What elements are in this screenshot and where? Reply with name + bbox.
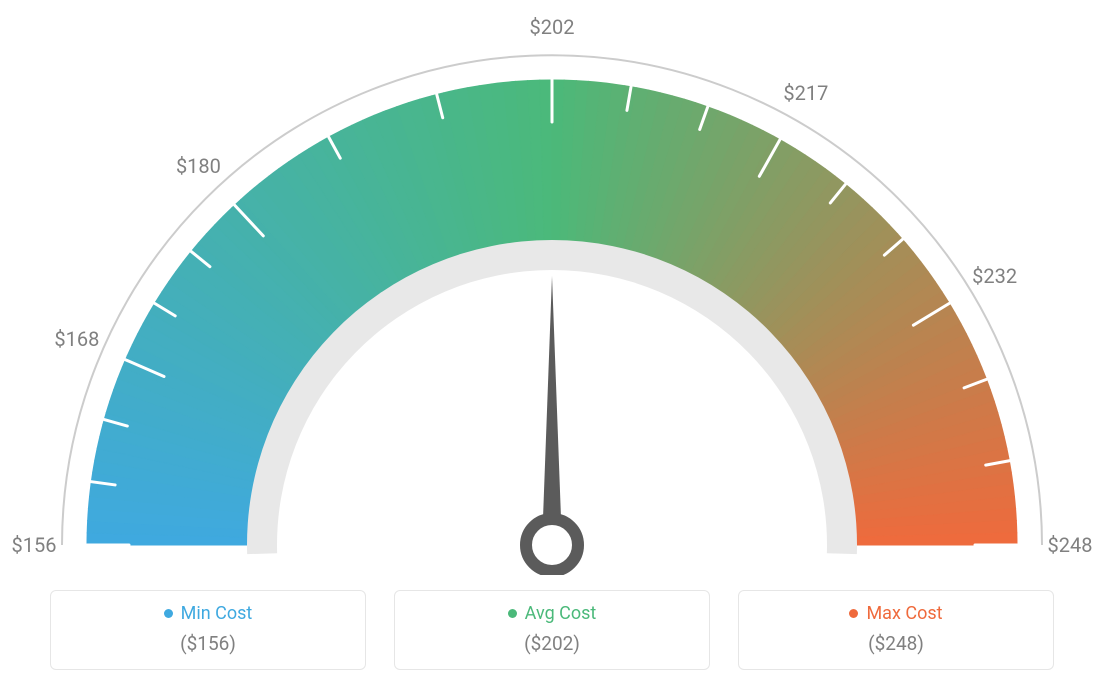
- gauge-tick-label: $248: [1048, 533, 1093, 557]
- gauge-hub: [526, 519, 578, 571]
- legend-title-min: Min Cost: [181, 603, 253, 624]
- legend-value-avg: ($202): [403, 632, 701, 655]
- legend-dot-avg: [508, 609, 517, 618]
- gauge-needle: [542, 276, 562, 545]
- gauge-tick-label: $232: [972, 264, 1017, 288]
- gauge-tick-label: $202: [530, 15, 575, 39]
- legend-value-max: ($248): [747, 632, 1045, 655]
- legend-dot-max: [849, 609, 858, 618]
- legend-card-avg: Avg Cost ($202): [394, 590, 710, 670]
- legend-card-min: Min Cost ($156): [50, 590, 366, 670]
- gauge-tick-label: $168: [54, 327, 99, 351]
- cost-gauge: $156 $168 $180 $202 $217 $232 $248: [0, 0, 1104, 575]
- gauge-tick-label: $180: [176, 154, 221, 178]
- legend-row: Min Cost ($156) Avg Cost ($202) Max Cost…: [50, 590, 1054, 670]
- legend-value-min: ($156): [59, 632, 357, 655]
- legend-card-max: Max Cost ($248): [738, 590, 1054, 670]
- gauge-tick-label: $156: [12, 533, 57, 557]
- legend-title-avg: Avg Cost: [525, 603, 597, 624]
- legend-dot-min: [164, 609, 173, 618]
- legend-title-max: Max Cost: [866, 603, 942, 624]
- gauge-tick-label: $217: [783, 81, 828, 105]
